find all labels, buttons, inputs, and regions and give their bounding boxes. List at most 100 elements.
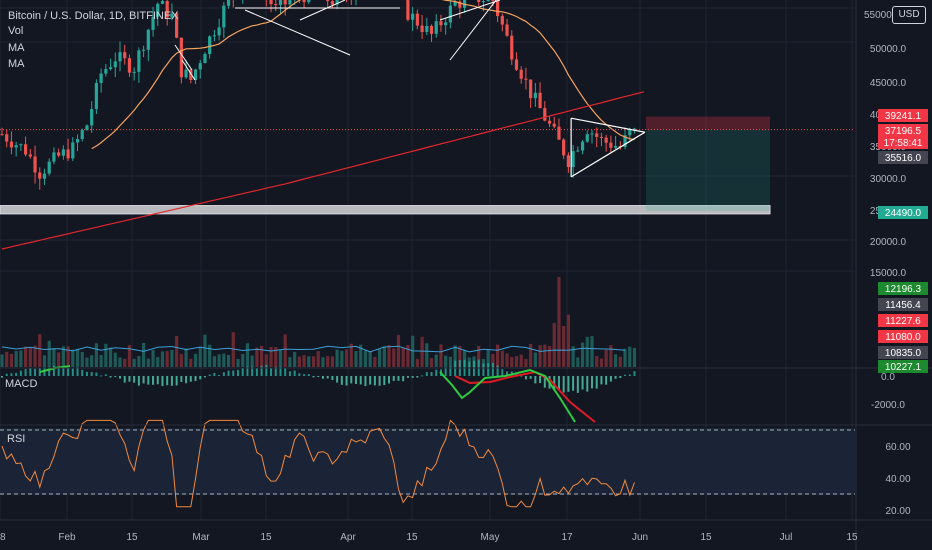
candle-body <box>127 58 132 73</box>
candle-body <box>524 78 528 80</box>
trend-line <box>181 59 196 81</box>
macd-histogram-bar <box>303 374 306 376</box>
candle-body <box>519 69 523 79</box>
candle-body <box>590 133 594 135</box>
candle-body <box>170 13 174 18</box>
macd-histogram-bar <box>128 376 131 382</box>
macd-histogram-bar <box>595 376 598 389</box>
macd-label[interactable]: MACD <box>5 378 38 390</box>
macd-histogram-bar <box>378 376 381 386</box>
volume-bar <box>401 347 405 367</box>
volume-bar <box>434 354 438 367</box>
candle-body <box>57 152 61 156</box>
candle-body <box>538 92 542 109</box>
volume-bar <box>311 356 316 367</box>
macd-histogram-bar <box>57 367 60 376</box>
volume-bar <box>118 357 122 367</box>
volume-bar <box>524 358 528 367</box>
candle-body <box>118 52 122 62</box>
candle-body <box>198 63 202 70</box>
candle-body <box>453 1 457 6</box>
volume-bar <box>326 356 330 367</box>
volume-bar <box>496 344 500 367</box>
macd-histogram-bar <box>270 368 273 376</box>
rsi-label[interactable]: RSI <box>7 433 26 445</box>
macd-histogram-bar <box>10 373 13 376</box>
macd-histogram-bar <box>81 369 84 376</box>
currency-button[interactable]: USD <box>892 6 926 24</box>
volume-bar <box>349 343 353 367</box>
macd-histogram-bar <box>251 366 254 376</box>
macd-histogram-bar <box>19 370 22 376</box>
indicator-label-text: 10835.0 <box>885 348 922 359</box>
volume-bar <box>19 350 23 367</box>
price-tick-label: 15000.0 <box>870 268 907 279</box>
symbol-title[interactable]: Bitcoin / U.S. Dollar, 1D, BITFINEX <box>8 10 179 22</box>
macd-histogram-bar <box>402 376 405 382</box>
vol-legend[interactable]: Vol <box>8 25 24 37</box>
price-label-bg <box>878 206 928 219</box>
candle-body <box>175 13 179 38</box>
candle-body <box>326 0 330 2</box>
macd-histogram-bar <box>62 368 65 376</box>
volume-bar <box>420 336 424 367</box>
macd-histogram-bar <box>284 368 287 376</box>
macd-histogram-bar <box>38 368 41 376</box>
price-tick-label: 20000.0 <box>870 237 907 248</box>
candle-body <box>599 136 604 138</box>
candle-body <box>411 13 415 20</box>
candle-body <box>444 22 448 26</box>
candle-body <box>557 126 561 140</box>
volume-bar <box>585 336 589 367</box>
price-tick-label: 30000.0 <box>870 174 907 185</box>
macd-histogram-bar <box>123 376 126 383</box>
candle-body <box>547 120 552 124</box>
position-tool[interactable] <box>646 116 770 211</box>
macd-histogram-bar <box>170 376 173 386</box>
macd-histogram-bar <box>628 374 631 376</box>
indicator-label-bg <box>878 346 928 359</box>
macd-histogram-bar <box>449 366 452 376</box>
candle-body <box>477 0 481 3</box>
volume-bar <box>486 349 490 367</box>
macd-histogram-bar <box>156 376 159 385</box>
stop-loss-area <box>646 116 770 130</box>
macd-histogram-bar <box>534 376 537 384</box>
volume-bar <box>481 358 486 367</box>
time-tick-label: Mar <box>192 532 210 543</box>
candle-body <box>604 137 608 143</box>
volume-bar <box>392 348 396 367</box>
macd-histogram-bar <box>104 374 107 376</box>
macd-histogram-bar <box>67 368 70 376</box>
macd-histogram-bar <box>109 376 112 378</box>
macd-histogram-bar <box>189 376 192 382</box>
volume-bar <box>618 356 622 367</box>
time-tick-label: Feb <box>58 532 76 543</box>
macd-histogram-bar <box>543 376 546 388</box>
volume-bar <box>212 356 216 367</box>
volume-bar <box>614 354 618 367</box>
time-tick-label: 15 <box>700 532 712 543</box>
price-axis: 50000.045000.040000.035000.030000.025000… <box>864 10 928 517</box>
ma-legend-1[interactable]: MA <box>8 42 25 54</box>
time-axis: 18 Feb 15 Mar 15 Apr 15 May 17 Jun 15 Jul 15 <box>0 532 858 543</box>
volume-bar <box>226 355 231 367</box>
price-label-text: 35516.0 <box>885 153 922 164</box>
volume-bar <box>293 351 297 367</box>
drawings[interactable] <box>174 0 646 178</box>
indicator-label-text: 10227.1 <box>885 362 922 373</box>
trend-line <box>244 9 351 56</box>
macd-histogram-bar <box>114 376 117 378</box>
ma-legend-2[interactable]: MA <box>8 58 25 70</box>
candle-body <box>429 25 434 34</box>
volume-bar <box>198 346 202 367</box>
macd-histogram-bar <box>185 376 188 384</box>
macd-histogram-bar <box>76 367 79 376</box>
volume-bar <box>264 354 268 367</box>
candle-body <box>5 134 9 142</box>
candle-body <box>439 21 443 26</box>
volume-bar <box>156 357 160 367</box>
macd-histogram-bar <box>345 376 348 386</box>
volume-bar <box>354 350 358 367</box>
